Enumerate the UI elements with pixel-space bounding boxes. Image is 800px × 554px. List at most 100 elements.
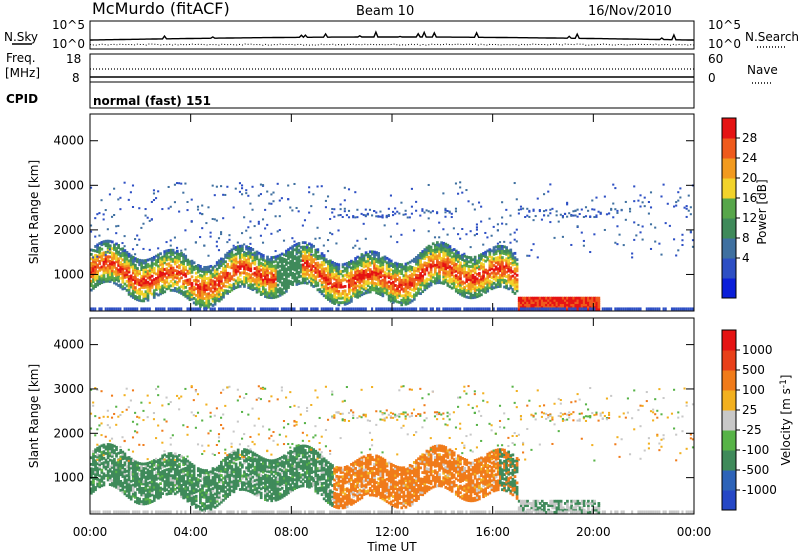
power-echo-cell (360, 212, 363, 215)
power-echo-cell (190, 282, 194, 285)
power-echo-cell (144, 265, 148, 269)
power-echo-cell (436, 274, 439, 278)
power-echo-cell (507, 267, 511, 271)
velocity-echo-cell (98, 449, 102, 453)
power-echo-cell (459, 292, 462, 296)
power-echo-cell (448, 269, 452, 273)
power-echo-cell (238, 251, 242, 255)
power-echo-cell (163, 259, 167, 263)
power-echo-cell (161, 257, 165, 261)
power-echo-cell (157, 284, 160, 288)
power-echo-cell (350, 295, 353, 299)
power-echo-cell (343, 278, 347, 282)
power-echo-cell (167, 262, 171, 266)
velocity-echo-cell (150, 491, 154, 495)
power-echo-cell (593, 303, 597, 307)
velocity-echo-cell (148, 485, 152, 489)
power-echo-cell (234, 259, 238, 263)
power-echo-cell (343, 262, 347, 266)
power-echo-cell (551, 303, 555, 307)
velocity-echo-cell (142, 462, 146, 466)
power-echo-cell (410, 266, 414, 269)
power-echo-cell (350, 273, 353, 276)
power-echo-cell (247, 250, 250, 254)
power-echo-cell (421, 283, 425, 287)
power-echo-cell (194, 264, 198, 268)
power-echo-cell (691, 245, 694, 248)
power-echo-cell (261, 258, 265, 262)
power-echo-cell (496, 247, 500, 251)
power-echo-cell (373, 259, 376, 263)
power-echo-cell (228, 290, 232, 293)
velocity-echo-cell (102, 474, 106, 478)
power-echo-cell (438, 267, 441, 271)
power-echo-cell (220, 259, 223, 263)
power-echo-cell (469, 282, 473, 286)
velocity-echo-cell (125, 456, 129, 460)
power-echo-cell (96, 247, 99, 251)
power-echo-cell (199, 293, 202, 297)
power-echo-cell (234, 261, 238, 265)
velocity-echo-cell (140, 493, 144, 497)
velocity-echo-cell (140, 466, 144, 470)
velocity-echo-cell (131, 488, 135, 491)
power-echo-cell (343, 296, 347, 299)
velocity-echo-cell (134, 460, 137, 464)
velocity-echo-cell (106, 510, 109, 514)
power-echo-cell (188, 269, 192, 273)
power-echo-cell (412, 273, 416, 277)
velocity-echo-cell (110, 416, 114, 419)
power-echo-cell (243, 284, 246, 288)
power-echo-cell (528, 209, 531, 212)
power-echo-cell (125, 259, 129, 263)
power-echo-cell (148, 248, 151, 251)
power-echo-cell (341, 292, 345, 296)
velocity-echo-cell (161, 487, 165, 491)
power-echo-cell (230, 264, 234, 267)
power-echo-cell (146, 294, 150, 298)
velocity-echo-cell (169, 480, 173, 484)
power-echo-cell (494, 274, 498, 278)
power-echo-cell (241, 255, 244, 259)
power-echo-cell (259, 277, 263, 281)
power-echo-cell (251, 254, 255, 258)
power-echo-cell (119, 272, 123, 276)
power-echo-cell (123, 181, 126, 184)
power-echo-cell (377, 281, 381, 284)
power-echo-cell (425, 253, 429, 256)
velocity-echo-cell (127, 460, 131, 464)
power-echo-cell (459, 263, 462, 267)
power-echo-cell (192, 288, 196, 291)
power-echo-cell (559, 298, 563, 302)
power-echo-cell (383, 273, 387, 277)
power-echo-cell (444, 244, 448, 248)
velocity-echo-cell (146, 510, 149, 514)
power-echo-cell (247, 279, 250, 283)
power-echo-cell (496, 223, 499, 226)
power-echo-cell (522, 296, 525, 300)
power-echo-cell (249, 280, 253, 284)
power-echo-cell (498, 282, 502, 286)
power-echo-cell (110, 276, 114, 279)
power-echo-cell (389, 261, 393, 265)
power-echo-cell (461, 258, 464, 262)
power-echo-cell (444, 271, 448, 275)
power-echo-cell (580, 208, 583, 211)
power-echo-cell (371, 288, 374, 292)
power-echo-cell (591, 307, 594, 311)
power-echo-cell (207, 265, 211, 269)
power-echo-cell (498, 244, 502, 248)
velocity-echo-cell (110, 472, 114, 476)
velocity-echo-cell (92, 461, 95, 464)
power-echo-cell (316, 283, 320, 287)
power-echo-cell (220, 288, 223, 292)
power-echo-cell (343, 207, 346, 210)
power-echo-cell (274, 295, 278, 299)
velocity-echo-cell (123, 474, 127, 478)
velocity-echo-cell (188, 496, 192, 500)
power-echo-cell (207, 296, 211, 300)
power-echo-cell (268, 278, 271, 282)
power-echo-cell (138, 287, 141, 291)
power-echo-cell (490, 234, 493, 237)
power-echo-cell (398, 263, 401, 266)
